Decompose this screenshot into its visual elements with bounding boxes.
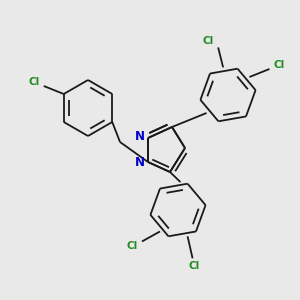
Text: Cl: Cl [274, 60, 285, 70]
Text: N: N [135, 130, 145, 143]
Text: N: N [135, 157, 145, 169]
Text: Cl: Cl [126, 242, 138, 251]
Text: Cl: Cl [28, 77, 39, 87]
Text: Cl: Cl [189, 261, 200, 271]
Text: Cl: Cl [202, 36, 214, 46]
